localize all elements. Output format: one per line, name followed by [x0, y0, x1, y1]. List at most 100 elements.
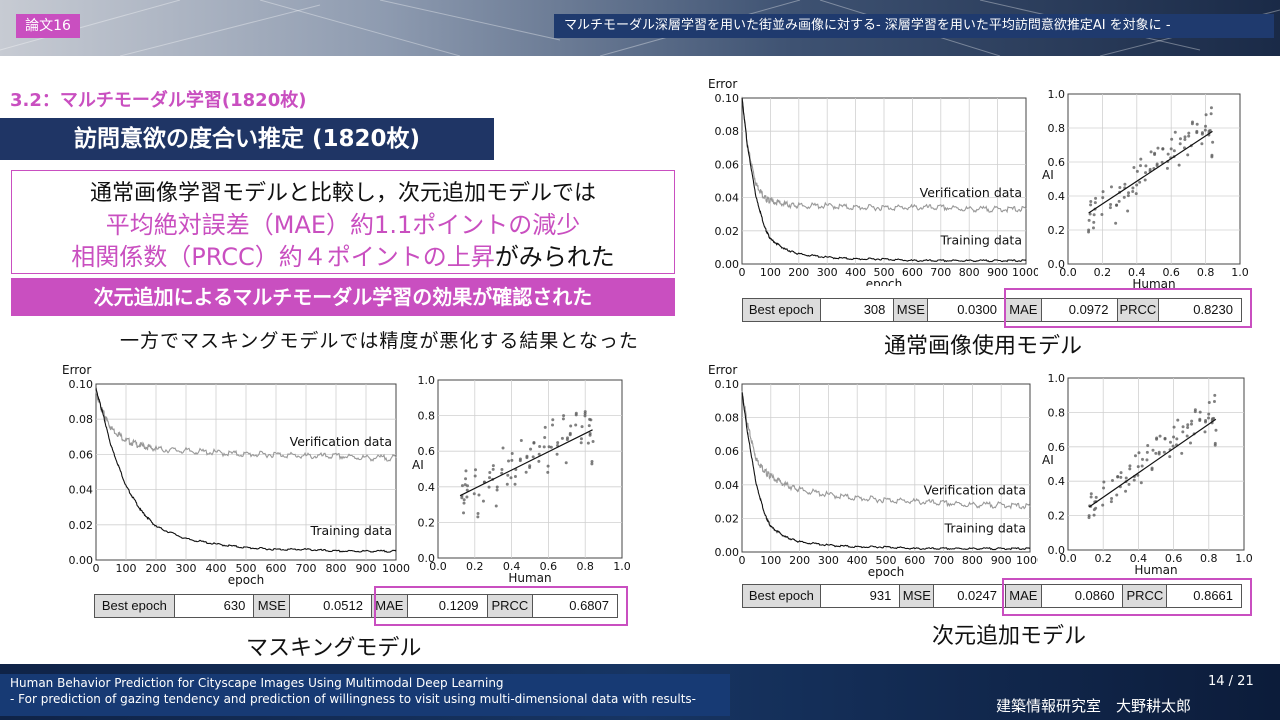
x-tick-label: 500	[236, 562, 257, 575]
masking-highlight-frame	[374, 586, 628, 626]
x-tick-label: 1.0	[1231, 266, 1249, 279]
normal-caption: 通常画像使用モデル	[884, 334, 1083, 359]
scatter-point	[583, 410, 587, 414]
scatter-point	[1114, 221, 1118, 225]
x-tick-label: 400	[206, 562, 227, 575]
scatter-point	[1116, 475, 1120, 479]
scatter-point	[580, 425, 584, 429]
x-tick-label: 600	[904, 554, 925, 567]
x-tick-label: 100	[760, 266, 781, 279]
scatter-point	[1124, 489, 1128, 493]
paper-tag: 論文16	[16, 14, 80, 38]
scatter-point	[1101, 196, 1105, 200]
scatter-point	[529, 447, 533, 451]
mae-label: MAE	[1005, 585, 1042, 607]
scatter-point	[1102, 480, 1106, 484]
prcc-label: PRCC	[1117, 299, 1160, 321]
y-tick-label: 0.6	[418, 445, 436, 458]
scatter-point	[1109, 203, 1113, 207]
scatter-point	[1118, 185, 1122, 189]
scatter-point	[1209, 112, 1213, 116]
y-tick-label: 0.04	[715, 479, 740, 492]
scatter-point	[1175, 437, 1179, 441]
scatter-point	[542, 445, 546, 449]
x-axis-title: Human	[1132, 277, 1175, 291]
verification-data-label: Verification data	[924, 483, 1026, 498]
scatter-point	[1138, 180, 1142, 184]
plot-area	[437, 379, 623, 559]
scatter-point	[1172, 149, 1176, 153]
scatter-point	[564, 461, 568, 465]
scatter-point	[1093, 201, 1097, 205]
header-title: マルチモーダル深層学習を用いた街並み画像に対する- 深層学習を用いた平均訪問意欲…	[554, 14, 1274, 38]
y-axis-title: AI	[412, 458, 424, 472]
scatter-point	[487, 485, 491, 489]
scatter-point	[500, 467, 504, 471]
scatter-point	[1204, 124, 1208, 128]
scatter-point	[1172, 435, 1176, 439]
footer-english-title: Human Behavior Prediction for Cityscape …	[10, 676, 504, 690]
scatter-point	[1176, 418, 1180, 422]
normal-metrics-table: Best epoch 308 MSE 0.0300 MAE 0.0972 PRC…	[742, 298, 1242, 322]
y-tick-label: 0.00	[715, 258, 740, 271]
y-tick-label: 1.0	[418, 374, 436, 387]
best-epoch-value: 308	[820, 299, 895, 321]
scatter-point	[510, 458, 514, 462]
verification-data-line	[95, 390, 397, 462]
scatter-point	[1132, 165, 1136, 169]
scatter-point	[1136, 465, 1140, 469]
scatter-point	[1117, 199, 1121, 203]
y-tick-label: 0.06	[715, 445, 740, 458]
scatter-point	[501, 446, 505, 450]
scatter-point	[556, 441, 560, 445]
y-tick-label: 0.4	[418, 481, 436, 494]
scatter-point	[506, 473, 510, 477]
scatter-point	[1133, 454, 1137, 458]
scatter-point	[473, 468, 477, 472]
scatter-point	[1088, 212, 1092, 216]
x-tick-label: 0.6	[1165, 552, 1183, 565]
training-data-label: Training data	[310, 523, 392, 538]
scatter-point	[1128, 464, 1132, 468]
scatter-point	[1127, 191, 1131, 195]
normal-loss-chart: 0 100 200 300 400 500 600 700 800 900 1000 0.00 0.02…	[708, 77, 1038, 286]
scatter-point	[524, 470, 528, 474]
scatter-point	[1155, 436, 1159, 440]
x-axis-title: epoch	[866, 277, 903, 286]
scatter-point	[1183, 135, 1187, 139]
masking-caption: マスキングモデル	[246, 636, 422, 661]
x-tick-label: 800	[959, 266, 980, 279]
x-tick-label: 0.4	[1128, 266, 1146, 279]
x-tick-label: 500	[874, 266, 895, 279]
scatter-point	[546, 464, 550, 468]
dim-loss-chart: 0 100 200 300 400 500 600 700 800 900 1000 0.00 0.02…	[708, 363, 1038, 579]
masking-scatter-chart: 0.0 0.2 0.4 0.6 0.8 1.0 0.0 0.2 0.4 0.6 0.8 1.0 AI Hu…	[412, 374, 630, 585]
scatter-point	[1092, 220, 1096, 224]
prcc-label: PRCC	[1123, 585, 1168, 607]
scatter-point	[590, 462, 594, 466]
scatter-point	[1138, 164, 1142, 168]
x-tick-label: 300	[817, 266, 838, 279]
x-tick-label: 600	[902, 266, 923, 279]
y-tick-label: 0.0	[1048, 258, 1066, 271]
scatter-point	[1092, 213, 1096, 217]
scatter-point	[1171, 444, 1175, 448]
scatter-point	[491, 467, 495, 471]
plot-area	[1067, 377, 1245, 551]
scatter-point	[1211, 140, 1215, 144]
scatter-point	[525, 454, 529, 458]
x-tick-label: 400	[845, 266, 866, 279]
x-tick-label: 900	[991, 554, 1012, 567]
x-tick-label: 500	[876, 554, 897, 567]
x-tick-label: 900	[356, 562, 377, 575]
scatter-point	[1198, 417, 1202, 421]
scatter-point	[555, 452, 559, 456]
scatter-point	[537, 459, 541, 463]
scatter-point	[463, 483, 467, 487]
scatter-point	[464, 469, 468, 473]
y-tick-label: 0.6	[1048, 156, 1066, 169]
scatter-point	[465, 495, 469, 499]
scatter-point	[1214, 428, 1218, 432]
scatter-point	[464, 477, 468, 481]
summary-box: 通常画像学習モデルと比較し，次元追加モデルでは 平均絶対誤差（MAE）約1.1ポ…	[11, 170, 675, 274]
